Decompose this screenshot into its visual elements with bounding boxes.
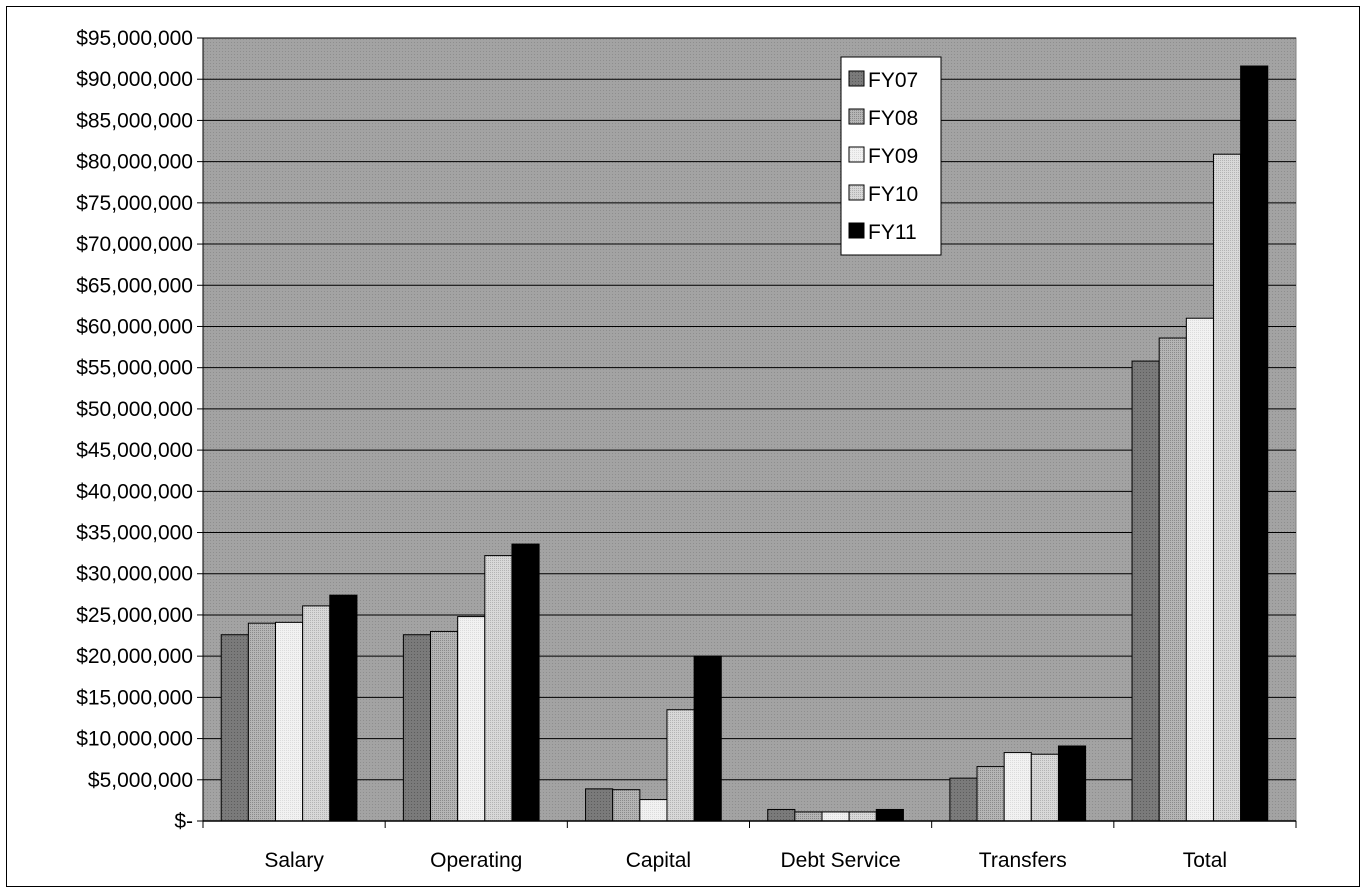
bar-fy07-capital — [585, 788, 614, 822]
legend-swatch-fy08 — [848, 108, 865, 125]
legend-swatch-fy10 — [848, 184, 865, 201]
bar-fy09-capital — [639, 799, 668, 822]
x-tick-label: Salary — [264, 849, 324, 872]
y-tick-label: $85,000,000 — [76, 109, 193, 132]
bar-fy07-transfers — [949, 777, 978, 822]
legend-label-fy08: FY08 — [868, 107, 918, 130]
bar-fy08-debt-service — [794, 811, 823, 822]
bar-fy10-total — [1212, 153, 1242, 822]
bar-fy10-transfers — [1030, 753, 1059, 822]
bar-fy10-debt-service — [848, 811, 877, 822]
bar-fy07-total — [1131, 360, 1160, 822]
bar-fy09-total — [1185, 317, 1214, 822]
y-tick-label: $20,000,000 — [76, 645, 193, 668]
bar-fy10-operating — [484, 555, 513, 822]
y-tick-label: $- — [174, 810, 193, 833]
x-tick-label: Capital — [626, 849, 691, 872]
y-tick-label: $90,000,000 — [76, 68, 193, 91]
x-tick-label: Transfers — [979, 849, 1067, 872]
y-tick-label: $95,000,000 — [76, 27, 193, 50]
x-tick-label: Debt Service — [780, 849, 900, 872]
y-tick-label: $30,000,000 — [76, 563, 193, 586]
y-tick-label: $55,000,000 — [76, 357, 193, 380]
y-tick-label: $15,000,000 — [76, 686, 193, 709]
y-tick-label: $5,000,000 — [88, 769, 193, 792]
bar-fy07-salary — [220, 634, 249, 822]
bar-fy11-operating — [511, 543, 540, 822]
y-tick-label: $60,000,000 — [76, 315, 193, 338]
bar-fy08-operating — [430, 630, 459, 822]
y-tick-label: $65,000,000 — [76, 274, 193, 297]
bar-fy08-capital — [612, 789, 641, 822]
bar-fy08-salary — [247, 622, 277, 822]
y-tick-label: $35,000,000 — [76, 522, 193, 545]
y-tick-label: $50,000,000 — [76, 398, 193, 421]
bar-fy09-salary — [275, 621, 304, 822]
bar-fy09-transfers — [1003, 752, 1032, 822]
legend-label-fy09: FY09 — [868, 145, 918, 168]
legend-label-fy07: FY07 — [868, 69, 918, 92]
bar-fy11-total — [1240, 65, 1269, 822]
plot-area — [202, 37, 1297, 822]
y-tick-label: $10,000,000 — [76, 728, 193, 751]
legend-swatch-fy09 — [848, 146, 865, 163]
legend-swatch-fy07 — [848, 70, 865, 87]
legend-swatch-fy11 — [848, 222, 865, 239]
bar-fy09-debt-service — [821, 811, 850, 822]
y-tick-label: $40,000,000 — [76, 480, 193, 503]
y-tick-label: $80,000,000 — [76, 151, 193, 174]
legend-label-fy11: FY11 — [868, 221, 917, 244]
bar-fy11-debt-service — [875, 808, 904, 822]
y-tick-label: $25,000,000 — [76, 604, 193, 627]
bar-fy11-transfers — [1057, 745, 1087, 822]
y-tick-label: $70,000,000 — [76, 233, 193, 256]
y-tick-label: $75,000,000 — [76, 192, 193, 215]
bar-fy10-capital — [666, 709, 695, 822]
x-tick-label: Operating — [430, 849, 522, 872]
legend-label-fy10: FY10 — [868, 183, 918, 206]
bar-fy09-operating — [457, 616, 486, 822]
bar-fy07-debt-service — [767, 808, 796, 822]
y-tick-label: $45,000,000 — [76, 439, 193, 462]
bar-fy08-transfers — [976, 766, 1005, 822]
bar-fy10-salary — [302, 605, 331, 822]
bar-fy08-total — [1158, 337, 1187, 822]
x-tick-label: Total — [1183, 849, 1227, 872]
bar-fy07-operating — [402, 634, 432, 822]
bar-fy11-salary — [329, 594, 358, 822]
bar-fy11-capital — [693, 655, 722, 822]
